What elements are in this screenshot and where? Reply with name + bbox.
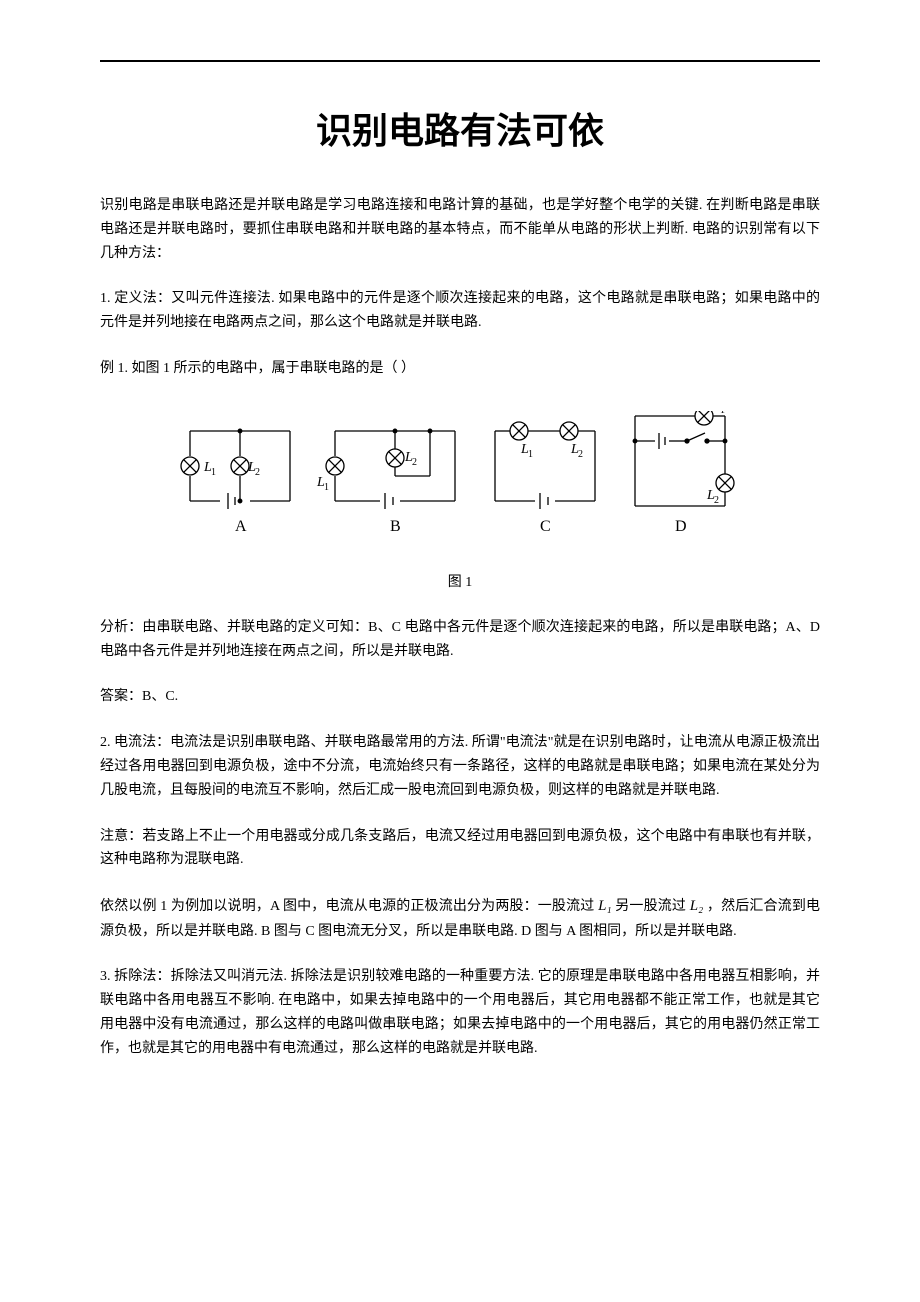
svg-text:1: 1 bbox=[324, 482, 329, 493]
figure-1: L 1 L 2 A bbox=[100, 411, 820, 561]
intro-paragraph: 识别电路是串联电路还是并联电路是学习电路连接和电路计算的基础，也是学好整个电学的… bbox=[100, 194, 820, 265]
svg-text:2: 2 bbox=[578, 449, 583, 460]
example2-pre: 依然以例 1 为例加以说明，A 图中，电流从电源的正极流出分为两股：一股流过 bbox=[100, 899, 598, 914]
svg-text:2: 2 bbox=[255, 467, 260, 478]
svg-text:C: C bbox=[540, 518, 551, 535]
svg-text:1: 1 bbox=[528, 449, 533, 460]
formula-l2: L₂ bbox=[690, 898, 704, 914]
example2-mid1: 另一股流过 bbox=[612, 899, 690, 914]
svg-text:2: 2 bbox=[412, 457, 417, 468]
svg-text:D: D bbox=[675, 518, 687, 535]
svg-text:1: 1 bbox=[211, 467, 216, 478]
example2-paragraph: 依然以例 1 为例加以说明，A 图中，电流从电源的正极流出分为两股：一股流过 L… bbox=[100, 894, 820, 943]
formula-l1: L₁ bbox=[598, 898, 612, 914]
analysis1-paragraph: 分析：由串联电路、并联电路的定义可知：B、C 电路中各元件是逐个顺次连接起来的电… bbox=[100, 616, 820, 664]
svg-text:2: 2 bbox=[714, 495, 719, 506]
example1-stem: 例 1. 如图 1 所示的电路中，属于串联电路的是（ ） bbox=[100, 357, 820, 381]
figure1-caption: 图 1 bbox=[100, 571, 820, 591]
svg-text:1: 1 bbox=[720, 411, 725, 416]
note2-paragraph: 注意：若支路上不止一个用电器或分成几条支路后，电流又经过用电器回到电源负极，这个… bbox=[100, 825, 820, 873]
method3-paragraph: 3. 拆除法：拆除法又叫消元法. 拆除法是识别较难电路的一种重要方法. 它的原理… bbox=[100, 965, 820, 1060]
method1-paragraph: 1. 定义法：又叫元件连接法. 如果电路中的元件是逐个顺次连接起来的电路，这个电… bbox=[100, 287, 820, 335]
page-title: 识别电路有法可依 bbox=[100, 102, 820, 154]
svg-text:B: B bbox=[390, 518, 401, 535]
method2-paragraph: 2. 电流法：电流法是识别串联电路、并联电路最常用的方法. 所谓"电流法"就是在… bbox=[100, 731, 820, 802]
answer1-paragraph: 答案：B、C. bbox=[100, 685, 820, 709]
svg-text:A: A bbox=[235, 518, 247, 535]
